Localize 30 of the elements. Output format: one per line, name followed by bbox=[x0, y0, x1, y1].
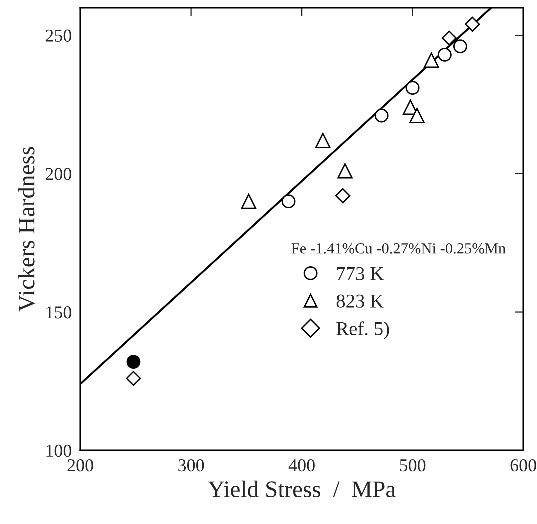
point bbox=[338, 163, 353, 179]
x-tick-label: 300 bbox=[178, 459, 204, 472]
point bbox=[315, 133, 331, 148]
y-axis-title: Vickers Hardness bbox=[18, 147, 35, 312]
point bbox=[465, 16, 480, 32]
legend-title: Fe -1.41%Cu -0.27%Ni -0.25%Mn bbox=[292, 244, 506, 254]
point bbox=[438, 48, 452, 62]
point bbox=[454, 40, 468, 54]
point bbox=[406, 81, 420, 96]
point bbox=[424, 52, 440, 68]
y-tick-label: 100 bbox=[46, 444, 72, 458]
x-axis-title: Yield Stress / MPa bbox=[208, 480, 396, 498]
point bbox=[410, 108, 425, 124]
point bbox=[335, 188, 351, 204]
point bbox=[241, 194, 257, 210]
x-tick-label: 200 bbox=[68, 459, 94, 472]
x-tick-label: 400 bbox=[288, 459, 315, 472]
y-tick-label: 250 bbox=[46, 30, 72, 42]
point bbox=[374, 108, 389, 123]
legend-label: 773 K bbox=[337, 267, 384, 280]
point bbox=[126, 355, 141, 370]
y-tick-label: 150 bbox=[46, 306, 72, 319]
legend-label: Ref. 5) bbox=[336, 322, 390, 340]
legend-label: 823 K bbox=[336, 294, 384, 308]
point bbox=[126, 371, 142, 386]
point bbox=[282, 194, 296, 209]
x-tick-label: 500 bbox=[400, 459, 426, 472]
point bbox=[442, 30, 457, 46]
x-tick-label: 600 bbox=[510, 459, 536, 472]
y-tick-label: 200 bbox=[46, 168, 72, 180]
